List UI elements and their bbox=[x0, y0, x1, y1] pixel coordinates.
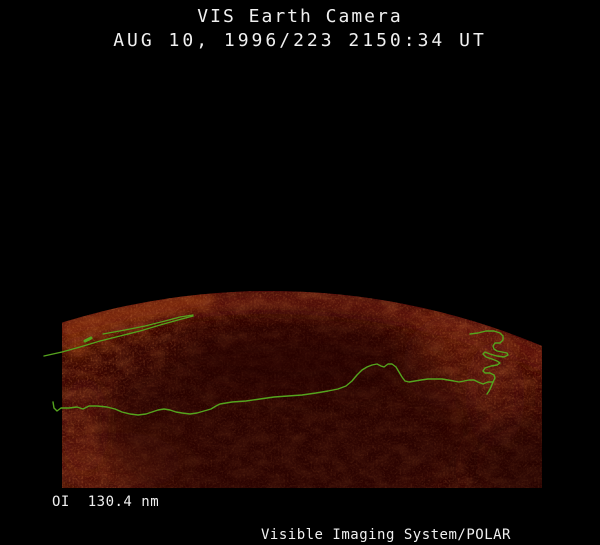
coast-right-tail bbox=[486, 381, 494, 395]
coastline-layer bbox=[43, 314, 509, 416]
page-title: VIS Earth Camera bbox=[197, 6, 403, 27]
coast-right-fjords bbox=[469, 330, 509, 383]
coast-upper-left-branch bbox=[102, 314, 194, 335]
credit-block: Visible Imaging System/POLAR The Univers… bbox=[243, 493, 529, 545]
coast-main bbox=[52, 363, 489, 416]
emission-wavelength-label: OI 130.4 nm bbox=[52, 494, 160, 510]
dark-veil-upper bbox=[180, 310, 420, 390]
instrument-credit: Visible Imaging System/POLAR bbox=[260, 527, 511, 543]
camera-frame bbox=[62, 291, 542, 488]
dark-veil-bottom-right bbox=[465, 415, 542, 488]
timestamp: AUG 10, 1996/223 2150:34 UT bbox=[113, 30, 487, 51]
dark-veil-center bbox=[100, 335, 480, 488]
coast-upper-left-mark bbox=[83, 336, 93, 343]
earth-disk bbox=[62, 291, 542, 488]
coast-upper-left-main bbox=[43, 315, 194, 357]
